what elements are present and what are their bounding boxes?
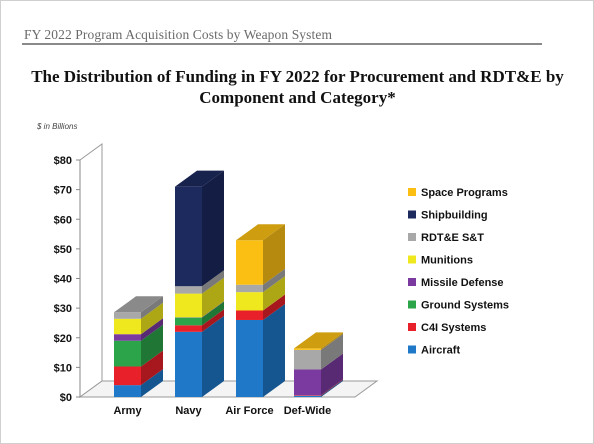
y-tick-label: $40 [54,274,72,286]
legend-label-missile-defense: Missile Defense [421,277,504,289]
legend-label-ground-systems: Ground Systems [421,300,509,312]
x-tick-label: Navy [175,405,202,417]
legend-label-space-programs: Space Programs [421,187,508,199]
bar-segment-space-programs [294,348,321,350]
x-tick-label: Def-Wide [284,405,332,417]
legend-label-aircraft: Aircraft [421,345,460,357]
header-divider [22,43,542,45]
chart-title: The Distribution of Funding in FY 2022 f… [31,67,564,107]
bar-segment-side [263,268,285,293]
y-tick-label: $0 [60,392,72,404]
bar-segment-side [141,350,163,386]
bar-segment-rdt-e-s-t [114,312,141,319]
bar-segment-side [202,270,224,294]
y-tick-label: $80 [54,155,72,167]
legend-label-munitions: Munitions [421,255,473,267]
bar-segment-c4i-systems [175,325,202,332]
legend-label-c4i-systems: C4I Systems [421,322,486,334]
bar-segment-side [321,379,343,397]
bar-segment-munitions [236,292,263,311]
page-header-title: FY 2022 Program Acquisition Costs by Wea… [24,27,333,42]
bar-segment-side [141,369,163,397]
y-tick-label: $30 [54,303,72,315]
bar-segment-side [263,294,285,320]
y-tick-label: $20 [54,333,72,345]
bar-segment-side [263,224,285,285]
legend-swatch-shipbuilding [408,210,416,219]
bar-segment-side [141,302,163,335]
bar-stack [175,170,224,397]
bar-segment-c4i-systems [294,395,321,396]
bar-top-face [175,170,224,187]
bar-segment-side [321,332,343,350]
legend-swatch-rdt-e-s-t [408,233,416,241]
bar-segment-side [202,277,224,318]
y-tick-label: $10 [54,362,72,374]
bar-segment-munitions [175,293,202,318]
bar-segment-side [321,353,343,396]
bar-segment-side [202,309,224,332]
bar-segment-side [202,301,224,318]
bar-top-face [114,296,163,313]
bar-segment-ground-systems [175,317,202,326]
bar-segment-side [141,296,163,319]
y-tick-label: $50 [54,244,72,256]
bar-segment-aircraft [114,385,141,397]
bar-segment-side [202,315,224,397]
bar-segment-side [141,318,163,341]
legend-swatch-aircraft [408,345,416,354]
bar-segment-missile-defense [114,334,141,341]
bar-segment-side [263,303,285,397]
bar-segment-space-programs [236,240,263,285]
legend-swatch-c4i-systems [408,323,416,331]
bar-stack [236,224,285,397]
x-tick-label: Air Force [225,405,273,417]
legend-swatch-ground-systems [408,300,416,309]
bar-segment-aircraft [294,395,321,397]
legend-swatch-munitions [408,255,416,264]
bar-segment-side [263,276,285,311]
legend-swatch-missile-defense [408,278,416,286]
legend-swatch-space-programs [408,188,416,196]
bar-segment-c4i-systems [236,310,263,320]
bar-segment-side [202,170,224,287]
bar-top-face [294,332,343,349]
bar-segment-ground-systems [114,340,141,367]
chart-bars [114,170,343,397]
legend-label-shipbuilding: Shipbuilding [421,210,488,222]
bar-segment-side [321,379,343,396]
bar-stack [294,332,343,397]
bar-segment-rdt-e-s-t [294,349,321,370]
bar-top-face [236,224,285,241]
bar-stack [114,296,163,397]
bar-segment-c4i-systems [114,366,141,386]
legend-label-rdt-e-s-t: RDT&E S&T [421,232,484,244]
x-tick-label: Army [113,405,142,417]
y-tick-label: $60 [54,214,72,226]
y-unit-label: $ in Billions [36,122,77,131]
bar-segment-side [202,301,224,326]
bar-segment-shipbuilding [175,186,202,287]
bar-segment-aircraft [175,331,202,397]
bar-segment-side [141,324,163,367]
bar-segment-munitions [114,318,141,335]
bar-segment-aircraft [236,319,263,397]
chart-side-wall [79,143,103,398]
chart-legend: Space Programs Shipbuilding RDT&E S&T Munit… [408,187,509,357]
y-tick-label: $70 [54,185,72,197]
bar-segment-side [321,333,343,370]
bar-segment-rdt-e-s-t [236,284,263,293]
bar-segment-rdt-e-s-t [175,286,202,294]
bar-segment-missile-defense [294,369,321,396]
